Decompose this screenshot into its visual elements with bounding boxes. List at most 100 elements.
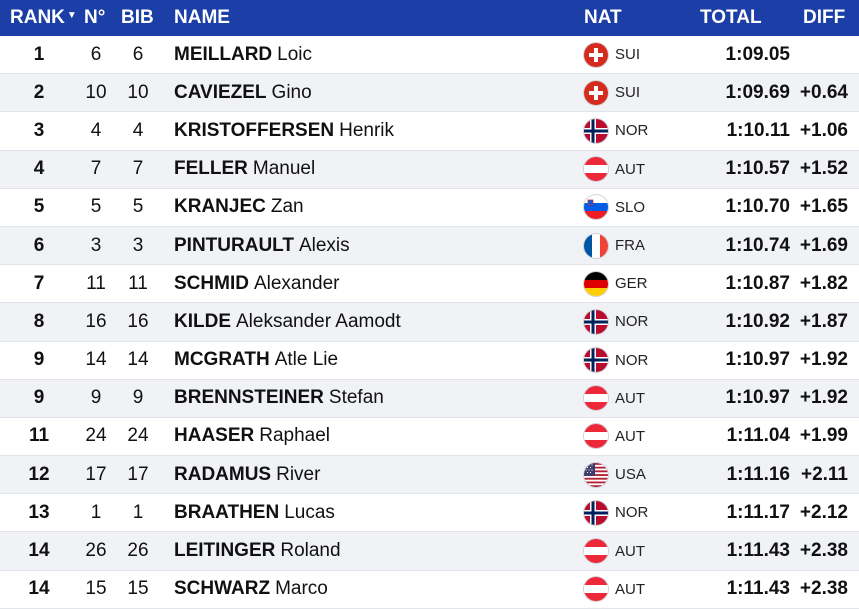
nation-cell: AUT bbox=[584, 151, 645, 188]
nation-cell: NOR bbox=[584, 112, 648, 149]
athlete-name[interactable]: CAVIEZEL Gino bbox=[174, 74, 312, 111]
athlete-name[interactable]: KRISTOFFERSEN Henrik bbox=[174, 112, 394, 149]
athlete-last-name: FELLER bbox=[174, 158, 248, 180]
time-diff: +1.69 bbox=[799, 234, 848, 256]
bib-cell: 7 bbox=[132, 158, 144, 180]
ger-flag-icon bbox=[584, 271, 608, 296]
athlete-last-name: KRISTOFFERSEN bbox=[174, 119, 335, 141]
athlete-last-name: SCHMID bbox=[174, 272, 249, 294]
bib-cell: 4 bbox=[132, 119, 144, 141]
nation-code: SUI bbox=[615, 46, 641, 64]
nor-flag-icon bbox=[584, 309, 608, 334]
rank-cell: 13 bbox=[28, 501, 50, 523]
header-nat[interactable]: NAT bbox=[584, 7, 622, 28]
header-no[interactable]: N° bbox=[84, 7, 106, 28]
athlete-first-name: Atle Lie bbox=[274, 349, 339, 371]
header-bib[interactable]: BIB bbox=[121, 7, 154, 28]
table-row[interactable]: 9 14 14 MCGRATH Atle Lie NOR 1:10.97 +1.92 bbox=[0, 342, 859, 380]
rank-cell: 1 bbox=[33, 43, 45, 65]
total-time: 1:11.43 bbox=[726, 540, 790, 562]
sort-down-icon: ▼ bbox=[66, 9, 77, 21]
aut-flag-icon bbox=[584, 577, 608, 602]
rank-cell: 7 bbox=[33, 272, 45, 294]
bib-cell: 14 bbox=[127, 349, 149, 371]
athlete-last-name: LEITINGER bbox=[174, 540, 276, 562]
bib-cell: 24 bbox=[127, 425, 149, 447]
table-row[interactable]: 14 26 26 LEITINGER Roland AUT 1:11.43 +2.38 bbox=[0, 532, 859, 571]
time-diff: +1.52 bbox=[799, 158, 848, 180]
header-total[interactable]: TOTAL bbox=[700, 7, 762, 28]
athlete-name[interactable]: BRAATHEN Lucas bbox=[174, 494, 335, 531]
athlete-last-name: PINTURAULT bbox=[174, 234, 294, 256]
athlete-name[interactable]: KRANJEC Zan bbox=[174, 189, 304, 226]
athlete-name[interactable]: MEILLARD Loic bbox=[174, 36, 312, 73]
athlete-name[interactable]: PINTURAULT Alexis bbox=[174, 227, 350, 264]
table-row[interactable]: 6 3 3 PINTURAULT Alexis FRA 1:10.74 +1.69 bbox=[0, 226, 859, 266]
rank-cell: 12 bbox=[28, 463, 50, 485]
athlete-name[interactable]: SCHWARZ Marco bbox=[174, 571, 328, 608]
total-time: 1:09.05 bbox=[725, 43, 790, 65]
time-diff bbox=[790, 36, 848, 73]
athlete-name[interactable]: LEITINGER Roland bbox=[174, 532, 341, 569]
athlete-first-name: Marco bbox=[275, 578, 328, 600]
athlete-first-name: Alexander bbox=[253, 272, 340, 294]
total-time: 1:10.97 bbox=[725, 349, 790, 371]
athlete-first-name: Raphael bbox=[259, 425, 331, 447]
time-diff: +2.11 bbox=[800, 463, 848, 485]
nation-code: GER bbox=[615, 275, 648, 293]
athlete-name[interactable]: KILDE Aleksander Aamodt bbox=[174, 303, 401, 340]
nation-cell: AUT bbox=[584, 418, 645, 455]
header-diff[interactable]: DIFF bbox=[803, 7, 846, 28]
time-diff: +2.12 bbox=[799, 501, 848, 523]
table-row[interactable]: 14 15 15 SCHWARZ Marco AUT 1:11.43 +2.38 bbox=[0, 571, 859, 609]
table-row[interactable]: 8 16 16 KILDE Aleksander Aamodt NOR 1:10.92 +1.… bbox=[0, 303, 859, 342]
table-row[interactable]: 13 1 1 BRAATHEN Lucas NOR 1:11.17 +2.12 bbox=[0, 494, 859, 533]
total-time: 1:10.70 bbox=[725, 196, 790, 218]
aut-flag-icon bbox=[584, 539, 608, 564]
nation-cell: GER bbox=[584, 265, 648, 302]
athlete-name[interactable]: BRENNSTEINER Stefan bbox=[174, 380, 384, 417]
header-name[interactable]: NAME bbox=[174, 7, 230, 28]
nation-code: AUT bbox=[615, 389, 645, 407]
athlete-last-name: CAVIEZEL bbox=[174, 81, 267, 103]
number-cell: 15 bbox=[85, 578, 107, 600]
athlete-first-name: Lucas bbox=[284, 501, 335, 523]
table-row[interactable]: 1 6 6 MEILLARD Loic SUI 1:09.05 bbox=[0, 36, 859, 75]
athlete-name[interactable]: SCHMID Alexander bbox=[174, 265, 340, 302]
athlete-name[interactable]: HAASER Raphael bbox=[174, 418, 330, 455]
bib-cell: 9 bbox=[132, 387, 144, 409]
bib-cell: 17 bbox=[127, 463, 149, 485]
rank-cell: 14 bbox=[28, 540, 50, 562]
athlete-last-name: KILDE bbox=[174, 310, 231, 332]
bib-cell: 16 bbox=[127, 310, 149, 332]
athlete-last-name: KRANJEC bbox=[174, 196, 266, 218]
bib-cell: 5 bbox=[132, 196, 144, 218]
number-cell: 1 bbox=[90, 501, 102, 523]
table-row[interactable]: 9 9 9 BRENNSTEINER Stefan AUT 1:10.97 +1.92 bbox=[0, 379, 859, 418]
nation-cell: USA bbox=[584, 456, 646, 493]
table-row[interactable]: 4 7 7 FELLER Manuel AUT 1:10.57 +1.52 bbox=[0, 150, 859, 189]
athlete-name[interactable]: RADAMUS River bbox=[174, 456, 320, 493]
table-row[interactable]: 7 11 11 SCHMID Alexander GER 1:10.87 +1.82 bbox=[0, 265, 859, 304]
table-row[interactable]: 3 4 4 KRISTOFFERSEN Henrik NOR 1:10.11 +1.06 bbox=[0, 112, 859, 151]
athlete-name[interactable]: FELLER Manuel bbox=[174, 151, 315, 188]
table-row[interactable]: 5 5 5 KRANJEC Zan SLO 1:10.70 +1.65 bbox=[0, 189, 859, 227]
number-cell: 17 bbox=[85, 463, 107, 485]
nation-cell: NOR bbox=[584, 303, 648, 340]
nation-code: USA bbox=[615, 466, 646, 484]
table-row[interactable]: 2 10 10 CAVIEZEL Gino SUI 1:09.69 +0.64 bbox=[0, 74, 859, 113]
total-time: 1:10.92 bbox=[725, 310, 790, 332]
athlete-last-name: BRENNSTEINER bbox=[174, 387, 324, 409]
athlete-name[interactable]: MCGRATH Atle Lie bbox=[174, 342, 338, 379]
table-row[interactable]: 11 24 24 HAASER Raphael AUT 1:11.04 +1.99 bbox=[0, 418, 859, 457]
nation-code: NOR bbox=[615, 351, 649, 369]
nation-code: NOR bbox=[615, 313, 649, 331]
header-rank[interactable]: RANK ▼ bbox=[10, 0, 77, 36]
table-row[interactable]: 12 17 17 RADAMUS River USA 1:11.16 +2.11 bbox=[0, 456, 859, 495]
aut-flag-icon bbox=[584, 386, 608, 411]
bib-cell: 26 bbox=[127, 540, 149, 562]
total-time: 1:11.04 bbox=[726, 425, 790, 447]
time-diff: +1.82 bbox=[799, 272, 848, 294]
athlete-first-name: Gino bbox=[271, 81, 312, 103]
nation-code: NOR bbox=[615, 504, 649, 522]
